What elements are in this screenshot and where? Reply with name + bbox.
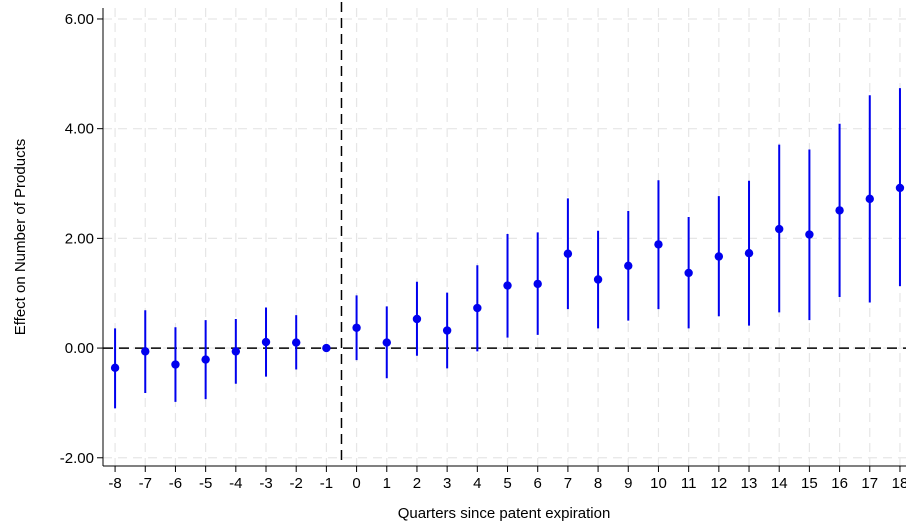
estimate-point	[593, 275, 603, 284]
x-tick-label: -3	[259, 475, 272, 492]
x-tick-label: 15	[801, 475, 818, 492]
estimate-point	[201, 355, 210, 364]
estimate-point	[895, 183, 905, 193]
x-tick-label: 7	[564, 475, 572, 492]
estimate-point	[442, 326, 452, 335]
estimate-point	[775, 224, 784, 234]
y-tick-label: 4.00	[65, 121, 94, 138]
estimate-point	[231, 347, 241, 356]
x-tick-label: -5	[199, 475, 212, 492]
x-tick-label: 3	[443, 475, 451, 492]
estimate-point	[654, 240, 663, 249]
x-tick-label: 16	[831, 475, 848, 492]
point-estimates	[110, 183, 905, 373]
x-tick-label: -4	[229, 475, 242, 492]
x-tick-label: -7	[139, 475, 152, 492]
x-tick-label: 13	[741, 475, 758, 492]
x-tick-label: 9	[624, 475, 632, 492]
x-tick-label: -8	[108, 475, 121, 492]
grid-lines	[103, 8, 906, 466]
x-tick-label: 2	[413, 475, 421, 492]
y-tick-label: 2.00	[65, 230, 94, 247]
x-tick-label: 4	[473, 475, 481, 492]
y-tick-label: 0.00	[65, 340, 94, 357]
x-tick-label: 14	[771, 475, 788, 492]
x-tick-label: 0	[352, 475, 360, 492]
x-tick-label: 17	[861, 475, 878, 492]
x-tick-label: 18	[892, 475, 906, 492]
y-tick-label: 6.00	[65, 11, 94, 28]
estimate-point	[533, 279, 542, 289]
estimate-point	[473, 303, 482, 313]
estimate-point	[141, 347, 150, 356]
x-tick-label: 12	[710, 475, 727, 492]
estimate-point	[292, 338, 301, 347]
estimate-point	[684, 268, 693, 278]
estimate-point	[382, 338, 391, 347]
estimate-point	[110, 363, 120, 373]
estimate-point	[563, 249, 573, 258]
estimate-point	[171, 360, 180, 369]
axes	[97, 8, 906, 472]
x-tick-label: 6	[534, 475, 542, 492]
reference-lines	[103, 2, 906, 466]
y-axis-title: Effect on Number of Products	[12, 139, 29, 336]
tick-labels: -2.000.002.004.006.00-8 -7 -6 -5 -4 -3 -2 -1 0 1 2…	[60, 11, 906, 492]
estimate-point	[503, 281, 512, 290]
estimate-point	[412, 314, 422, 324]
x-tick-label: 1	[383, 475, 391, 492]
x-tick-label: 5	[503, 475, 511, 492]
estimate-point	[744, 248, 754, 258]
x-tick-label: -2	[290, 475, 303, 492]
x-tick-label: 11	[681, 475, 697, 492]
estimate-point	[714, 252, 724, 261]
estimate-point	[322, 343, 331, 353]
estimate-point	[865, 194, 874, 204]
estimate-point	[835, 206, 844, 215]
x-axis-title: Quarters since patent expiration	[398, 505, 611, 522]
estimate-point	[261, 337, 271, 347]
x-tick-label: 10	[650, 475, 667, 492]
estimate-point	[352, 323, 361, 332]
x-tick-label: -1	[320, 475, 333, 492]
x-tick-label: 8	[594, 475, 602, 492]
estimate-point	[624, 261, 633, 270]
x-tick-label: -6	[169, 475, 182, 492]
y-tick-label: -2.00	[60, 450, 94, 467]
estimate-point	[805, 230, 814, 239]
